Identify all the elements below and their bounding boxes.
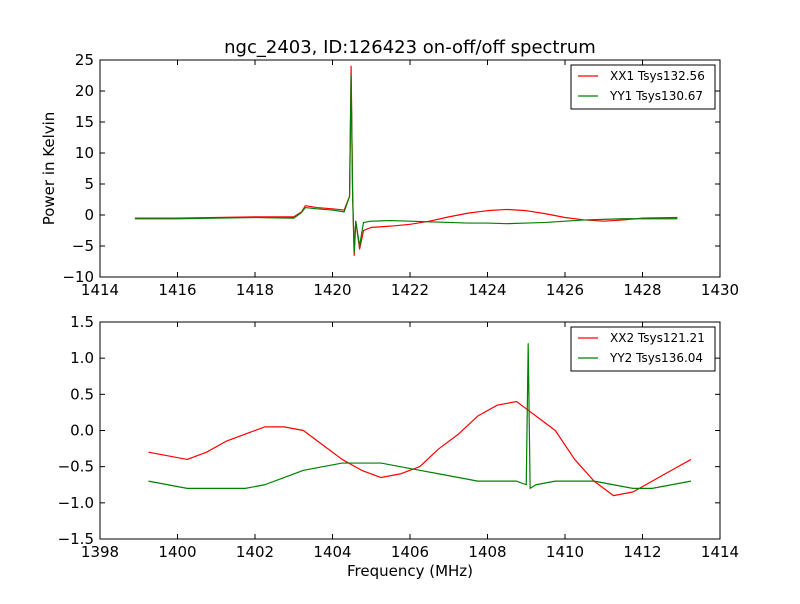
bottom-x-tick-label: 1400 [158,543,196,561]
top-legend-box [570,64,716,110]
bottom-y-tick-label: −0.5 [58,458,94,476]
bottom-x-tick-label: 1402 [236,543,274,561]
bottom-y-tick-label: 0.0 [70,422,94,440]
top-x-tick-label: 1428 [623,281,661,299]
top-x-tick-label: 1430 [701,281,739,299]
bottom-y-tick-label: 0.5 [70,385,94,403]
bottom-y-tick-label: 1.5 [70,313,94,331]
bottom-x-tick-label: 1408 [468,543,506,561]
top-y-tick-label: 0 [84,206,94,224]
top-x-tick-label: 1426 [546,281,584,299]
top-y-tick-label: 15 [75,113,94,131]
bottom-y-tick-label: −1.0 [58,494,94,512]
bottom-series-group [148,343,692,497]
top-x-tick-label: 1414 [81,281,119,299]
top-legend-label-yy1: YY1 Tsys130.67 [609,89,703,103]
top-panel: ngc_2403, ID:126423 on-off/off spectrum … [40,37,739,299]
bottom-x-tick-label: 1404 [313,543,351,561]
bottom-x-tick-label: 1406 [391,543,429,561]
top-plot-frame [99,59,721,278]
bottom-panel: 1398 1400 1402 1404 1406 1408 1410 1412 1414 −1.5… [58,313,740,580]
bottom-y-tick-label: 1.0 [70,349,94,367]
top-x-tick-label: 1416 [158,281,196,299]
top-series-line-yy [134,74,678,253]
bottom-x-tick-label: 1410 [546,543,584,561]
bottom-x-tick-label: 1398 [81,543,119,561]
bottom-x-tick-label: 1414 [701,543,739,561]
top-ticks-group: 1414 1416 1418 1420 1422 1424 1426 1428 1430 −10 −… [62,51,739,299]
bottom-series-line-xx [148,400,692,497]
top-y-tick-label: −10 [62,268,94,286]
top-x-tick-label: 1420 [313,281,351,299]
top-x-tick-label: 1422 [391,281,429,299]
top-x-tick-label: 1424 [468,281,506,299]
bottom-x-tick-label: 1412 [623,543,661,561]
bottom-y-tick-label: −1.5 [58,530,94,548]
top-legend: XX1 Tsys132.56 YY1 Tsys130.67 [570,64,716,110]
chart-title: ngc_2403, ID:126423 on-off/off spectrum [224,37,596,58]
top-series-line-xx [134,65,678,256]
top-x-tick-label: 1418 [236,281,274,299]
bottom-series-line-yy [148,343,692,489]
top-legend-label-xx1: XX1 Tsys132.56 [610,69,705,83]
top-y-tick-label: 20 [75,82,94,100]
bottom-plot-frame [99,321,721,540]
top-y-axis-label: Power in Kelvin [40,112,58,226]
top-y-tick-label: 25 [75,51,94,69]
top-series-group [134,65,678,256]
bottom-legend-label-yy2: YY2 Tsys136.04 [609,351,703,365]
bottom-legend: XX2 Tsys121.21 YY2 Tsys136.04 [570,326,716,372]
bottom-x-axis-label: Frequency (MHz) [347,562,473,580]
top-y-tick-label: 5 [84,175,94,193]
bottom-legend-box [570,326,716,372]
top-y-tick-label: −5 [72,237,94,255]
top-y-tick-label: 10 [75,144,94,162]
bottom-legend-label-xx2: XX2 Tsys121.21 [610,331,705,345]
